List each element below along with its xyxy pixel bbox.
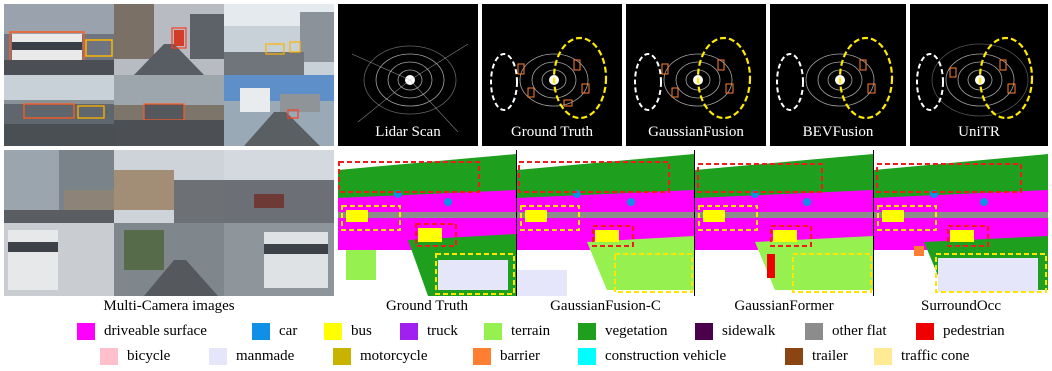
legend-label: construction vehicle <box>605 347 727 364</box>
legend-item: car <box>252 320 297 342</box>
legend-item: construction vehicle <box>578 345 726 367</box>
legend-label: traffic cone <box>901 347 970 364</box>
bevfusion-lidar-image <box>776 36 894 120</box>
legend-label: trailer <box>812 347 848 364</box>
legend-swatch <box>916 322 934 340</box>
legend-label: terrain <box>511 322 551 339</box>
legend-swatch <box>473 347 491 365</box>
legend-swatch <box>695 322 713 340</box>
lidar-panel-5: UniTR <box>910 4 1048 146</box>
ground-truth-lidar-image <box>490 36 608 120</box>
legend-label: motorcycle <box>360 347 428 364</box>
occ-panel-label: Ground Truth <box>385 298 469 314</box>
occ-panel-3 <box>695 150 874 296</box>
lidar-panel-3: GaussianFusion <box>626 4 766 146</box>
legend-item: pedestrian <box>916 320 1005 342</box>
legend-item: manmade <box>209 345 294 367</box>
occ-panel-label: GaussianFusion-C <box>550 298 661 314</box>
legend-swatch <box>209 347 227 365</box>
lidar-panel-label: BEVFusion <box>802 124 874 140</box>
lidar-panel-label: Ground Truth <box>510 124 594 140</box>
legend-item: other flat <box>805 320 887 342</box>
camera-images-top <box>4 4 334 146</box>
camera-images-bottom <box>4 150 334 296</box>
lidar-panel-label: UniTR <box>958 124 1000 140</box>
lidar-scan-image <box>351 43 469 133</box>
legend-swatch <box>100 347 118 365</box>
legend-swatch <box>805 322 823 340</box>
legend-item: traffic cone <box>874 345 969 367</box>
legend-label: sidewalk <box>722 322 776 339</box>
gaussianfusion-c-occupancy-image <box>517 154 694 296</box>
lidar-panel-label: Lidar Scan <box>375 124 441 140</box>
legend-item: truck <box>400 320 458 342</box>
top-camera-mosaic <box>4 4 334 146</box>
legend-item: sidewalk <box>695 320 775 342</box>
legend-swatch <box>77 322 95 340</box>
legend-label: manmade <box>236 347 295 364</box>
legend-item: motorcycle <box>333 345 427 367</box>
legend-label: vegetation <box>605 322 668 339</box>
legend-item: vegetation <box>578 320 667 342</box>
occ-panel-1 <box>338 150 517 296</box>
occ-panel-4 <box>874 150 1048 296</box>
camera-caption: Multi-Camera images <box>103 298 235 314</box>
ground-truth-occupancy-image <box>338 154 516 296</box>
legend-label: bicycle <box>127 347 171 364</box>
gaussianfusion-lidar-image <box>634 36 752 120</box>
legend-item: driveable surface <box>77 320 207 342</box>
gaussianformer-occupancy-image <box>695 154 873 293</box>
legend-swatch <box>874 347 892 365</box>
legend-label: bus <box>351 322 372 339</box>
legend-label: barrier <box>500 347 540 364</box>
legend-swatch <box>252 322 270 340</box>
legend-swatch <box>333 347 351 365</box>
unitr-lidar-image <box>916 36 1034 120</box>
bottom-camera-mosaic <box>4 150 334 296</box>
lidar-panel-label: GaussianFusion <box>648 124 744 140</box>
legend-swatch <box>324 322 342 340</box>
legend-label: other flat <box>832 322 887 339</box>
legend-item: barrier <box>473 345 540 367</box>
surroundocc-occupancy-image <box>874 154 1048 293</box>
legend-label: truck <box>427 322 458 339</box>
legend-row-1: driveable surface car bus truck terrain … <box>0 320 1052 342</box>
legend-swatch <box>578 347 596 365</box>
legend-swatch <box>578 322 596 340</box>
legend-row-2: bicycle manmade motorcycle barrier const… <box>0 345 1052 367</box>
occ-panel-2 <box>517 150 695 296</box>
legend-swatch <box>400 322 418 340</box>
occ-panel-label: SurroundOcc <box>921 298 1001 314</box>
legend-item: bus <box>324 320 372 342</box>
legend-swatch <box>484 322 502 340</box>
lidar-panel-4: BEVFusion <box>770 4 906 146</box>
legend-label: pedestrian <box>943 322 1005 339</box>
legend-item: bicycle <box>100 345 170 367</box>
legend-swatch <box>785 347 803 365</box>
occ-panel-label: GaussianFormer <box>734 298 834 314</box>
lidar-panel-2: Ground Truth <box>482 4 622 146</box>
legend-item: terrain <box>484 320 550 342</box>
legend-item: trailer <box>785 345 848 367</box>
legend-label: car <box>279 322 298 339</box>
legend-label: driveable surface <box>104 322 207 339</box>
lidar-panel-1: Lidar Scan <box>338 4 478 146</box>
